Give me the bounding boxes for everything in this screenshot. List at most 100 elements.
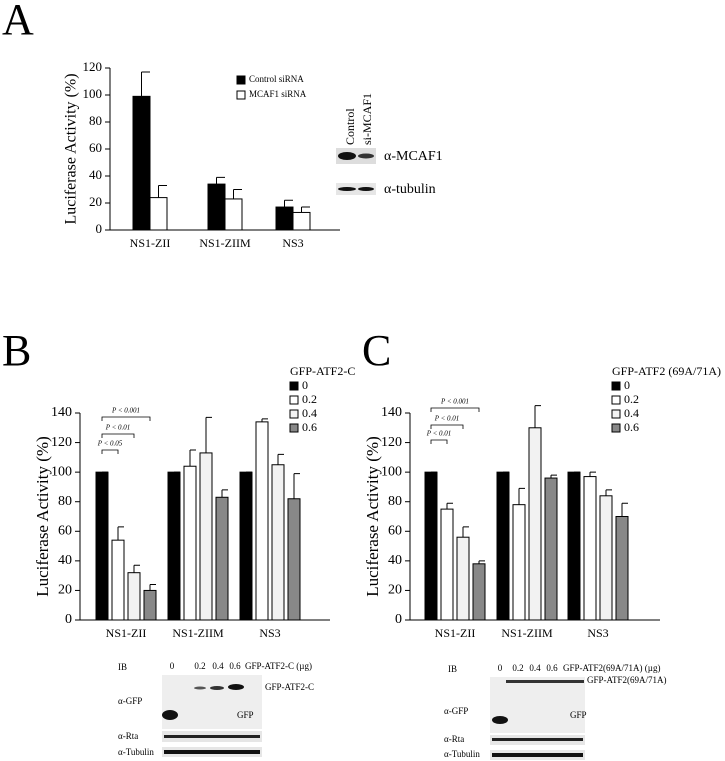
- panel-letter: B: [2, 326, 31, 375]
- significance-label: P < 0.001: [440, 398, 469, 406]
- band: [228, 684, 244, 690]
- error-bar: [221, 489, 228, 498]
- legend-label: 0.4: [624, 406, 639, 420]
- chart: A Luciferase Activity (%) 0 20 40 60 80 100 120 N…: [2, 0, 340, 250]
- bar: [440, 508, 454, 621]
- lane-label: 0: [498, 663, 503, 673]
- legend-title: GFP-ATF2 (69A/71A): [612, 364, 721, 378]
- lane-label: 0.2: [194, 661, 205, 671]
- x-tick-label: NS1-ZIIM: [199, 236, 251, 250]
- legend-label: 0.6: [624, 420, 639, 434]
- bar: [215, 496, 229, 621]
- lane-label: 0.6: [229, 661, 241, 671]
- band: [194, 686, 206, 690]
- legend-swatch: [611, 395, 621, 405]
- legend-label: 0.4: [302, 406, 317, 420]
- x-tick-label: NS1-ZII: [130, 236, 171, 250]
- x-tick-label: NS1-ZII: [435, 626, 476, 640]
- bar: [239, 471, 253, 621]
- band: [164, 750, 260, 754]
- x-tick-label: NS1-ZIIM: [172, 626, 224, 640]
- bar: [95, 471, 109, 621]
- band: [210, 686, 224, 690]
- error-bar: [550, 474, 557, 479]
- significance-bracket: [101, 449, 119, 454]
- y-tick-label: 20: [89, 194, 102, 209]
- significance-bracket: [101, 416, 151, 421]
- bar: [583, 476, 597, 621]
- blot-strip: [162, 675, 262, 729]
- bar: [472, 563, 486, 621]
- row-label: α-tubulin: [384, 182, 436, 197]
- significance-bracket: [101, 433, 135, 438]
- y-tick-label: 20: [388, 583, 402, 598]
- legend-label: Control siRNA: [249, 74, 304, 84]
- y-tick-label: 40: [388, 553, 402, 568]
- bar: [255, 421, 269, 621]
- band-label: GFP-ATF2(69A/71A): [587, 675, 667, 685]
- unit-label: GFP-ATF2(69A/71A) (µg): [563, 663, 660, 673]
- legend-label: 0: [624, 378, 630, 392]
- chart: C Luciferase Activity (%) 0 20 40 60 80 100 120 1…: [362, 326, 721, 640]
- y-tick-label: 0: [65, 612, 72, 627]
- bar: [512, 504, 526, 621]
- error-bar: [293, 473, 300, 499]
- significance-label: P < 0.001: [111, 407, 140, 415]
- significance-label: P < 0.01: [105, 424, 131, 432]
- bar: [149, 197, 168, 231]
- band: [338, 152, 356, 160]
- y-tick-label: 40: [58, 553, 72, 568]
- legend-swatch: [611, 423, 621, 433]
- bar: [167, 471, 181, 621]
- row-label: α-GFP: [118, 696, 142, 706]
- error-bar: [233, 189, 242, 199]
- row-label: α-Tubulin: [118, 747, 154, 757]
- bar: [207, 183, 226, 231]
- y-tick-label: 120: [381, 435, 402, 450]
- y-tick-label: 80: [89, 113, 102, 128]
- error-bar: [621, 502, 628, 517]
- y-tick-label: 60: [89, 140, 102, 155]
- significance-bracket: [430, 407, 480, 412]
- error-bar: [301, 206, 310, 213]
- error-bar: [284, 199, 293, 208]
- error-bar: [205, 416, 212, 453]
- legend-swatch: [611, 381, 621, 391]
- y-tick-label: 60: [58, 524, 72, 539]
- legend-label: 0.6: [302, 420, 317, 434]
- legend-swatch: [236, 75, 246, 85]
- ib-label: IB: [118, 662, 127, 672]
- error-bar: [446, 502, 453, 510]
- bar: [183, 465, 197, 621]
- error-bar: [149, 584, 156, 591]
- bar: [287, 498, 301, 621]
- x-tick-label: NS1-ZII: [106, 626, 147, 640]
- significance-bracket: [430, 439, 448, 444]
- y-axis-label: Luciferase Activity (%): [363, 436, 382, 597]
- x-tick-label: NS3: [587, 626, 608, 640]
- lane-label: si-MCAF1: [360, 93, 374, 145]
- x-tick-label: NS3: [259, 626, 280, 640]
- y-tick-label: 0: [395, 612, 402, 627]
- error-bar: [478, 560, 485, 564]
- y-tick-label: 80: [58, 494, 72, 509]
- blot-strip: [490, 677, 585, 733]
- blot-c: IB 0 0.2 0.4 0.6 GFP-ATF2(69A/71A) (µg) …: [444, 663, 667, 760]
- bar: [224, 198, 243, 231]
- y-axis-label: Luciferase Activity (%): [63, 73, 80, 224]
- unit-label: GFP-ATF2-C (µg): [245, 661, 312, 671]
- error-bar: [189, 449, 196, 467]
- legend-swatch: [289, 423, 299, 433]
- bar: [275, 206, 294, 231]
- error-bar: [141, 71, 150, 97]
- legend-label: 0: [302, 378, 308, 392]
- y-tick-label: 60: [388, 524, 402, 539]
- error-bar: [518, 487, 525, 505]
- error-bar: [261, 418, 268, 422]
- y-tick-label: 0: [96, 221, 103, 236]
- error-bar: [589, 471, 596, 477]
- error-bar: [117, 526, 124, 541]
- bar: [424, 471, 438, 621]
- y-tick-label: 140: [381, 405, 402, 420]
